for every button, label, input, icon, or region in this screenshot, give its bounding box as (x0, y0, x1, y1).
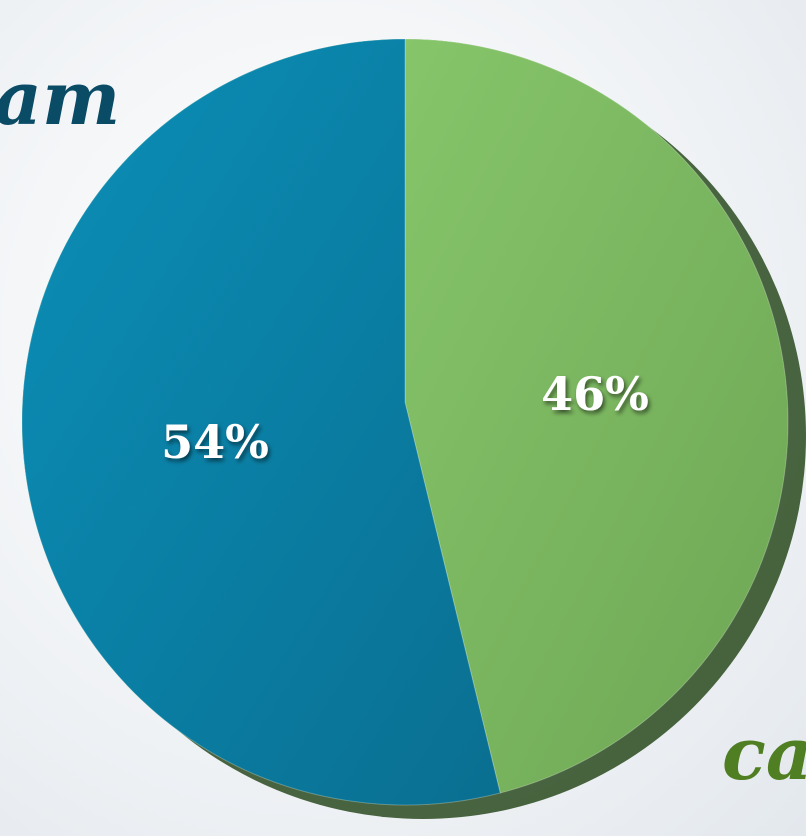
data-label-46: 46% (541, 367, 649, 421)
pie-data-labels: 46% 54% (161, 367, 649, 469)
pie-slice-54 (21, 38, 501, 806)
data-label-54: 54% (161, 415, 269, 469)
pie-slice-46 (404, 38, 789, 794)
pie-slices (21, 38, 789, 806)
series-label-fragment-left: am (0, 56, 121, 142)
series-label-fragment-right: ca (722, 711, 806, 796)
